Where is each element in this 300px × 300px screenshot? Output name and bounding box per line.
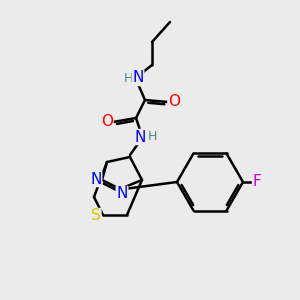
Text: O: O	[168, 94, 180, 109]
Text: N: N	[90, 172, 102, 187]
Text: N: N	[132, 70, 144, 86]
Text: H: H	[147, 130, 157, 142]
Text: H: H	[123, 71, 133, 85]
Text: S: S	[91, 208, 101, 224]
Text: N: N	[116, 187, 128, 202]
Text: F: F	[253, 175, 261, 190]
Text: N: N	[134, 130, 146, 145]
Text: O: O	[101, 113, 113, 128]
